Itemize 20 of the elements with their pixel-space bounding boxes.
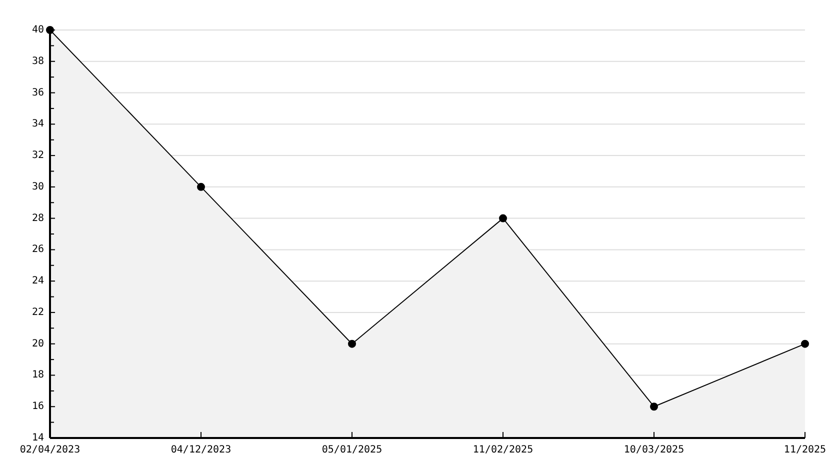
y-tick-label: 36 <box>32 87 44 98</box>
y-tick-label: 16 <box>32 401 44 412</box>
y-tick-label: 30 <box>32 181 44 192</box>
y-tick-label: 34 <box>32 118 44 130</box>
y-tick-label: 22 <box>32 306 44 318</box>
x-tick-label: 02/04/2023 <box>20 444 80 456</box>
x-tick-label: 11/02/2025 <box>472 444 534 456</box>
y-tick-label: 28 <box>32 212 44 224</box>
x-tick-label: 05/01/2025 <box>322 444 382 456</box>
y-tick-label: 26 <box>32 244 44 256</box>
x-tick-label: 11/2025 <box>784 444 826 456</box>
y-tick-label: 24 <box>32 276 44 287</box>
y-tick-label: 20 <box>32 338 44 350</box>
x-tick-label: 10/03/2025 <box>624 444 684 456</box>
y-tick-label: 38 <box>32 56 44 67</box>
y-tick-label: 14 <box>32 432 44 444</box>
x-tick-label: 04/12/2023 <box>170 444 232 456</box>
y-tick-label: 40 <box>32 24 44 36</box>
y-tick-label: 32 <box>32 150 44 162</box>
y-tick-label: 18 <box>32 370 44 381</box>
